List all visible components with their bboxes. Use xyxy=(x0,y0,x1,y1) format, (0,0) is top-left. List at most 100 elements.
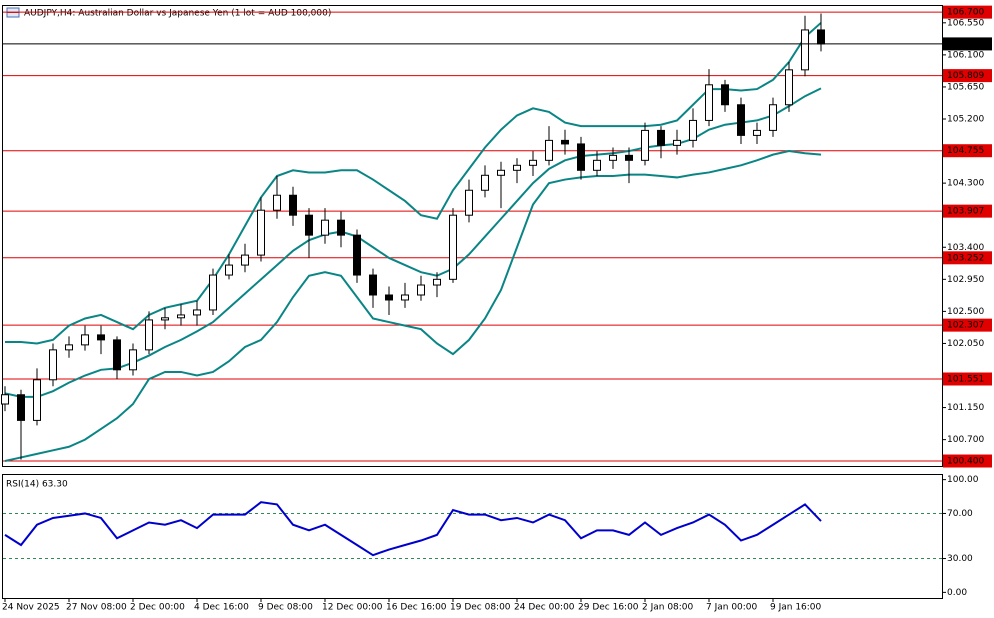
candle-body xyxy=(417,284,425,296)
level-tag xyxy=(943,204,992,218)
candle-body xyxy=(289,194,297,216)
x-tick-label: 4 Dec 16:00 xyxy=(194,603,249,613)
x-tick-label: 16 Dec 16:00 xyxy=(386,603,447,613)
y-tick-label: 106.100 xyxy=(947,50,984,60)
candle-body xyxy=(257,209,265,256)
candle-body xyxy=(561,139,569,145)
level-label: 100.400 xyxy=(947,457,984,467)
candle-body xyxy=(385,294,393,301)
candle-body xyxy=(49,349,57,381)
x-tick-label: 12 Dec 00:00 xyxy=(322,603,383,613)
last-price-tag xyxy=(943,37,992,51)
candle-body xyxy=(17,394,25,421)
candle-body xyxy=(81,334,89,346)
level-tag xyxy=(943,5,992,19)
x-tick-label: 2 Dec 00:00 xyxy=(130,603,185,613)
candle-body xyxy=(497,169,505,176)
y-tick-label: 105.650 xyxy=(947,82,984,92)
candle-body xyxy=(593,159,601,171)
level-tag xyxy=(943,144,992,158)
y-tick-label: 104.300 xyxy=(947,179,984,189)
candle-body xyxy=(609,154,617,161)
candle-body xyxy=(113,339,121,371)
main-pane xyxy=(2,5,943,467)
candle-body xyxy=(305,214,313,236)
candle-body xyxy=(801,29,809,71)
rsi-y-tick-label: 100.00 xyxy=(947,475,979,485)
candle-body xyxy=(529,159,537,166)
candle-body xyxy=(273,194,281,211)
level-tag xyxy=(943,372,992,386)
chart-title: AUDJPY,H4: Australian Dollar vs Japanese… xyxy=(24,9,331,19)
candle-body xyxy=(225,264,233,276)
candle-body xyxy=(657,129,665,146)
candle-body xyxy=(721,84,729,106)
y-tick-label: 103.400 xyxy=(947,243,984,253)
y-tick-label: 102.050 xyxy=(947,339,984,349)
y-tick-label: 102.950 xyxy=(947,275,984,285)
level-label: 101.551 xyxy=(947,375,984,385)
candle-body xyxy=(641,129,649,161)
rsi-pane xyxy=(2,474,943,599)
candle-body xyxy=(737,104,745,136)
candle-body xyxy=(65,344,73,351)
candle-body xyxy=(97,334,105,341)
candle-body xyxy=(465,189,473,216)
level-tag xyxy=(943,251,992,265)
rsi-line xyxy=(4,501,822,557)
y-tick-label: 101.150 xyxy=(947,403,984,413)
y-tick-label: 105.200 xyxy=(947,115,984,125)
candle-body xyxy=(433,278,441,286)
x-tick-label: 9 Jan 16:00 xyxy=(770,603,822,613)
level-label: 102.307 xyxy=(947,321,984,331)
candle-body xyxy=(625,154,633,161)
candle-body xyxy=(353,234,361,276)
candle-body xyxy=(481,174,489,191)
candle-body xyxy=(241,254,249,266)
level-label: 103.907 xyxy=(947,207,984,217)
bollinger-middle xyxy=(4,87,822,398)
candle-body xyxy=(161,317,169,321)
y-tick-label: 100.700 xyxy=(947,435,984,445)
level-label: 104.755 xyxy=(947,146,984,156)
candle-body xyxy=(177,314,185,319)
bollinger-lower xyxy=(4,150,822,462)
x-tick-label: 9 Dec 08:00 xyxy=(258,603,313,613)
candle-body xyxy=(673,139,681,146)
candle-body xyxy=(369,274,377,296)
candle-body xyxy=(321,219,329,236)
x-tick-label: 27 Nov 08:00 xyxy=(66,603,127,613)
rsi-y-tick-label: 30.00 xyxy=(947,554,973,564)
candle-body xyxy=(145,319,153,351)
x-tick-label: 29 Dec 16:00 xyxy=(578,603,639,613)
candle-body xyxy=(817,29,825,45)
level-label: 106.700 xyxy=(947,8,984,18)
rsi-y-tick-label: 70.00 xyxy=(947,509,973,519)
rsi-y-tick-label: 0.00 xyxy=(947,588,967,598)
candle-body xyxy=(1,394,9,405)
candle-body xyxy=(193,309,201,316)
candle-body xyxy=(577,143,585,171)
candle-body xyxy=(689,119,697,141)
level-tag xyxy=(943,318,992,332)
level-tag xyxy=(943,69,992,83)
level-label: 105.809 xyxy=(947,71,984,81)
x-tick-label: 2 Jan 08:00 xyxy=(642,603,694,613)
x-tick-label: 24 Dec 00:00 xyxy=(514,603,575,613)
candle-body xyxy=(513,164,521,171)
candle-body xyxy=(769,104,777,131)
level-label: 103.252 xyxy=(947,253,984,263)
x-tick-label: 24 Nov 2025 xyxy=(2,603,60,613)
candle-body xyxy=(33,379,41,421)
candle-body xyxy=(705,84,713,121)
x-tick-label: 19 Dec 08:00 xyxy=(450,603,511,613)
candle-body xyxy=(337,219,345,236)
y-tick-label: 106.550 xyxy=(947,18,984,28)
candle-body xyxy=(209,274,217,311)
candle-body xyxy=(401,294,409,301)
bollinger-upper xyxy=(5,22,822,345)
y-tick-label: 102.500 xyxy=(947,307,984,317)
candle-body xyxy=(785,69,793,106)
level-tag xyxy=(943,454,992,468)
